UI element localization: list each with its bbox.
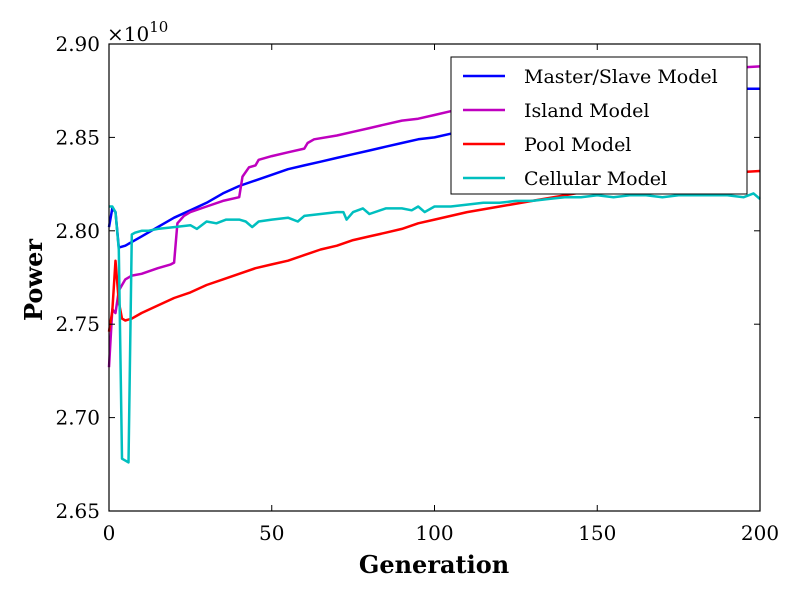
legend-label: Pool Model [524,134,631,156]
y-exponent-label: ×1010 [107,18,168,46]
series-line-cellular-model [109,192,761,464]
y-tick-label: 2.70 [55,406,100,430]
ticks-layer: 0 50 100 150 200 2.65 2.70 2.75 2.80 2.85 2.90 [55,32,779,545]
legend-label: Island Model [524,100,649,122]
legend-box [450,56,748,195]
legend: Master/Slave Model Island Model Pool Model… [450,56,748,195]
x-axis-label: Generation [359,550,509,579]
y-tick-label: 2.85 [55,125,100,149]
y-multiplier-text: ×10 [107,22,149,46]
y-tick-label: 2.65 [55,499,100,523]
y-tick-label: 2.90 [55,32,100,56]
y-exponent-text: 10 [149,18,168,36]
series-line-pool-model [107,169,761,332]
y-tick-label: 2.75 [55,312,100,336]
x-tick-label: 0 [103,521,116,545]
legend-label: Master/Slave Model [524,66,718,88]
y-tick-label: 2.80 [55,219,100,243]
x-tick-label: 200 [741,521,779,545]
x-tick-label: 150 [578,521,616,545]
x-tick-label: 100 [415,521,453,545]
x-tick-label: 50 [259,521,284,545]
y-axis-label: Power [19,239,48,321]
legend-label: Cellular Model [524,168,667,190]
